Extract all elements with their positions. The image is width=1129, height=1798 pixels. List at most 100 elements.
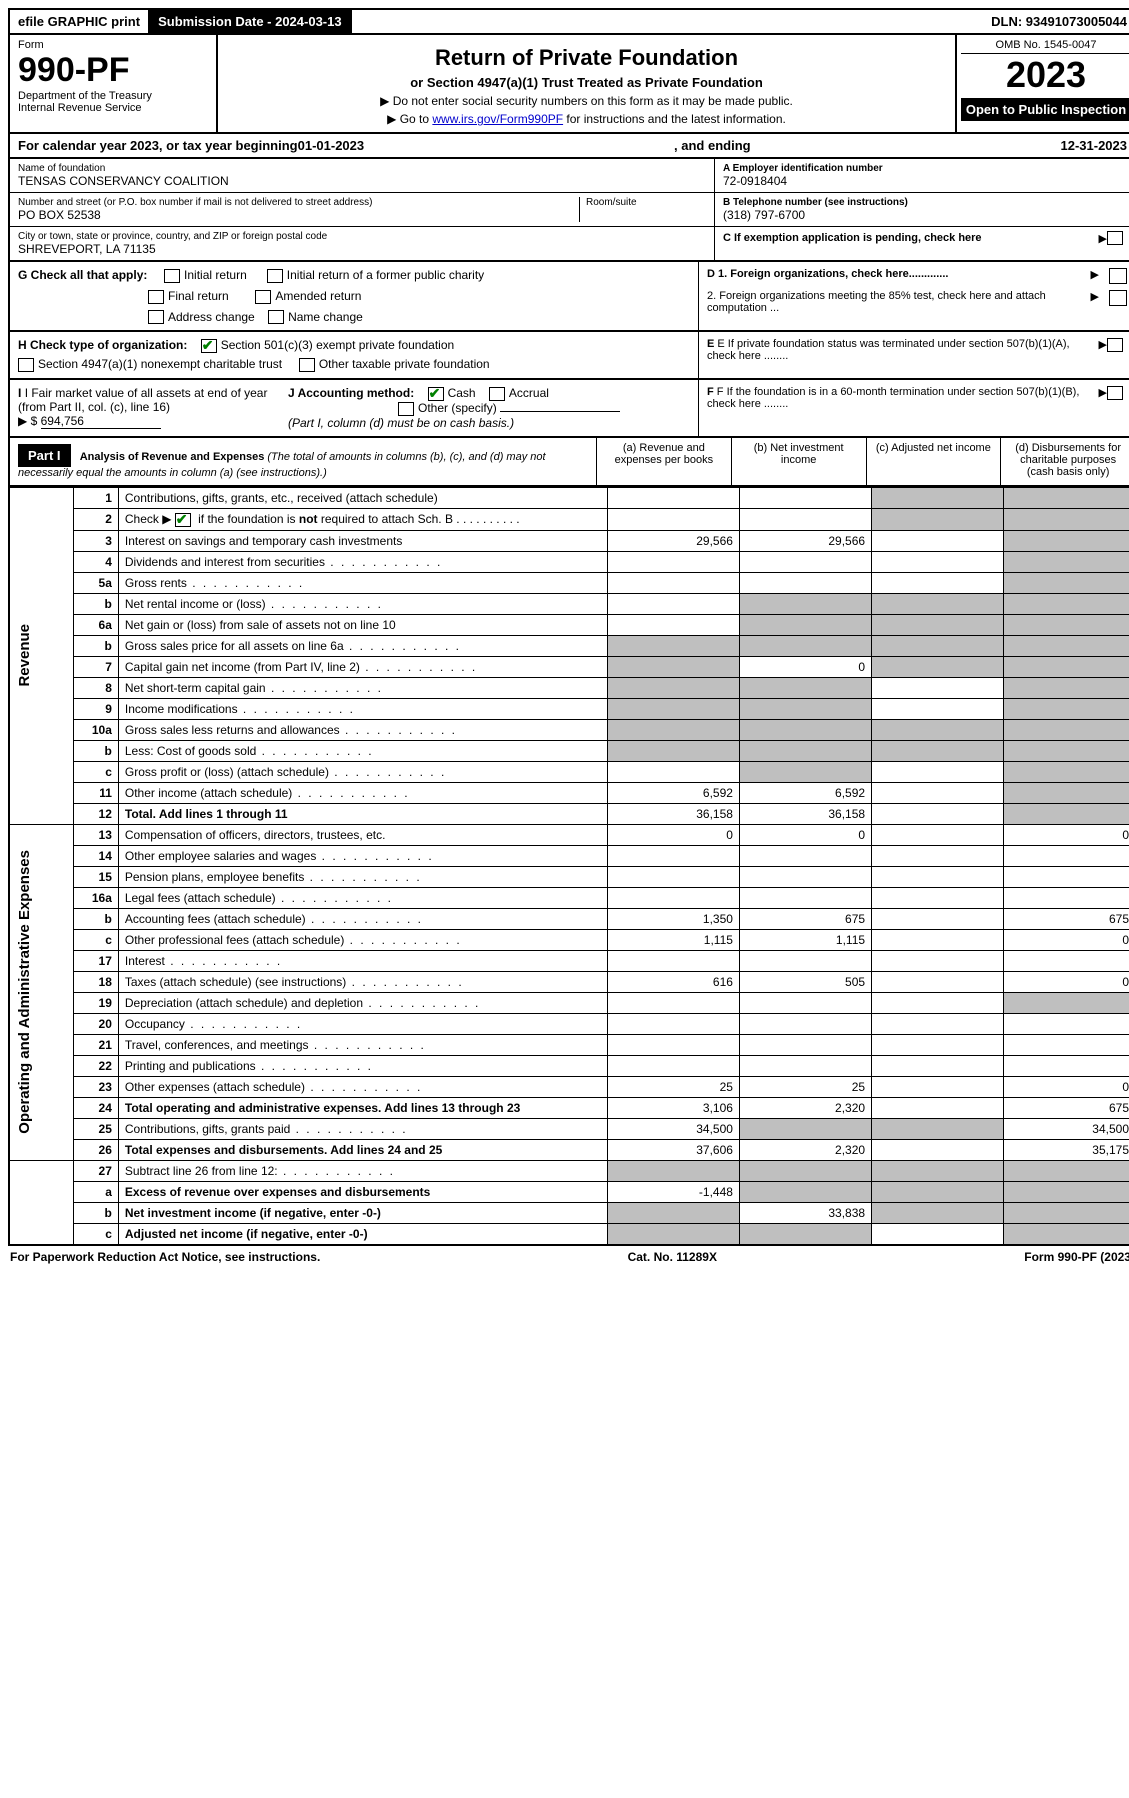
ein: 72-0918404 [723,174,1127,188]
table-cell [872,1202,1004,1223]
table-cell [607,1034,739,1055]
address: PO BOX 52538 [18,208,579,222]
table-cell [607,866,739,887]
d-section: D 1. Foreign organizations, check here..… [698,262,1129,330]
table-cell [739,719,871,740]
line-description: Pension plans, employee benefits [118,866,607,887]
name-change-checkbox[interactable] [268,310,284,324]
address-change-checkbox[interactable] [148,310,164,324]
amended-return-checkbox[interactable] [255,290,271,304]
d1-checkbox[interactable] [1109,268,1127,284]
table-cell [872,1181,1004,1202]
line-number: 13 [74,824,119,845]
table-cell: 0 [739,824,871,845]
table-cell [872,593,1004,614]
arrow-icon: ▶ [1099,338,1107,362]
table-cell [607,1013,739,1034]
form-number: 990-PF [18,51,208,90]
table-cell: 33,838 [739,1202,871,1223]
final-return-checkbox[interactable] [148,290,164,304]
line-number: 12 [74,803,119,824]
line-number: 11 [74,782,119,803]
table-row: bGross sales price for all assets on lin… [9,635,1129,656]
501c3-checkbox[interactable] [201,339,217,353]
c-checkbox[interactable] [1107,231,1123,245]
line-number: c [74,1223,119,1245]
table-cell [1003,950,1129,971]
line-number: 20 [74,1013,119,1034]
arrow-icon: ▶ [1091,290,1099,303]
table-cell: 36,158 [607,803,739,824]
part1-title: Analysis of Revenue and Expenses [80,451,265,463]
table-cell [872,740,1004,761]
d2-checkbox[interactable] [1109,290,1127,306]
other-taxable-checkbox[interactable] [299,358,315,372]
table-cell [1003,887,1129,908]
table-cell: 29,566 [739,530,871,551]
table-cell [739,698,871,719]
table-cell: 37,606 [607,1139,739,1160]
table-row: 21Travel, conferences, and meetings [9,1034,1129,1055]
line-description: Interest on savings and temporary cash i… [118,530,607,551]
line-number: 16a [74,887,119,908]
table-cell [1003,803,1129,824]
table-cell [739,1055,871,1076]
table-row: 2Check ▶ if the foundation is not requir… [9,508,1129,530]
table-row: 9Income modifications [9,698,1129,719]
schb-checkbox[interactable] [175,513,191,527]
form-subtitle: or Section 4947(a)(1) Trust Treated as P… [226,75,947,90]
table-cell: 1,115 [607,929,739,950]
initial-former-checkbox[interactable] [267,269,283,283]
line-description: Travel, conferences, and meetings [118,1034,607,1055]
table-cell [607,551,739,572]
table-cell: 0 [1003,824,1129,845]
g-left: G Check all that apply: Initial return I… [10,262,698,330]
4947-checkbox[interactable] [18,358,34,372]
other-method-checkbox[interactable] [398,402,414,416]
table-cell: 34,500 [1003,1118,1129,1139]
table-cell [607,950,739,971]
submission-date: Submission Date - 2024-03-13 [150,10,352,33]
line-description: Taxes (attach schedule) (see instruction… [118,971,607,992]
line-number: 9 [74,698,119,719]
table-cell [872,1139,1004,1160]
initial-return-checkbox[interactable] [164,269,180,283]
line-number: c [74,761,119,782]
table-cell [739,761,871,782]
table-cell: 25 [739,1076,871,1097]
line-description: Net rental income or (loss) [118,593,607,614]
line-description: Other expenses (attach schedule) [118,1076,607,1097]
table-row: 17Interest [9,950,1129,971]
line-number: 19 [74,992,119,1013]
table-cell [739,487,871,508]
table-cell [739,1034,871,1055]
f-checkbox[interactable] [1107,386,1123,400]
accrual-checkbox[interactable] [489,387,505,401]
line-description: Capital gain net income (from Part IV, l… [118,656,607,677]
line-description: Gross sales less returns and allowances [118,719,607,740]
table-row: aExcess of revenue over expenses and dis… [9,1181,1129,1202]
table-cell [739,1223,871,1245]
cash-checkbox[interactable] [428,387,444,401]
line-description: Total. Add lines 1 through 11 [118,803,607,824]
table-cell [1003,572,1129,593]
f-label: F If the foundation is in a 60-month ter… [707,386,1079,410]
line-number: b [74,740,119,761]
line-description: Less: Cost of goods sold [118,740,607,761]
table-row: cAdjusted net income (if negative, enter… [9,1223,1129,1245]
table-row: 23Other expenses (attach schedule)25250 [9,1076,1129,1097]
c-label: C If exemption application is pending, c… [723,232,1099,244]
city: SHREVEPORT, LA 71135 [18,242,706,256]
table-cell: 0 [739,656,871,677]
table-cell [1003,740,1129,761]
line-description: Gross sales price for all assets on line… [118,635,607,656]
line-number: 21 [74,1034,119,1055]
table-cell [607,887,739,908]
e-checkbox[interactable] [1107,338,1123,352]
part1-left: Part I Analysis of Revenue and Expenses … [10,438,597,485]
g-section: G Check all that apply: Initial return I… [8,262,1129,332]
table-cell [607,635,739,656]
calyear-begin: 01-01-2023 [298,138,365,153]
other-method-field[interactable] [500,411,620,412]
form-link[interactable]: www.irs.gov/Form990PF [432,112,563,126]
